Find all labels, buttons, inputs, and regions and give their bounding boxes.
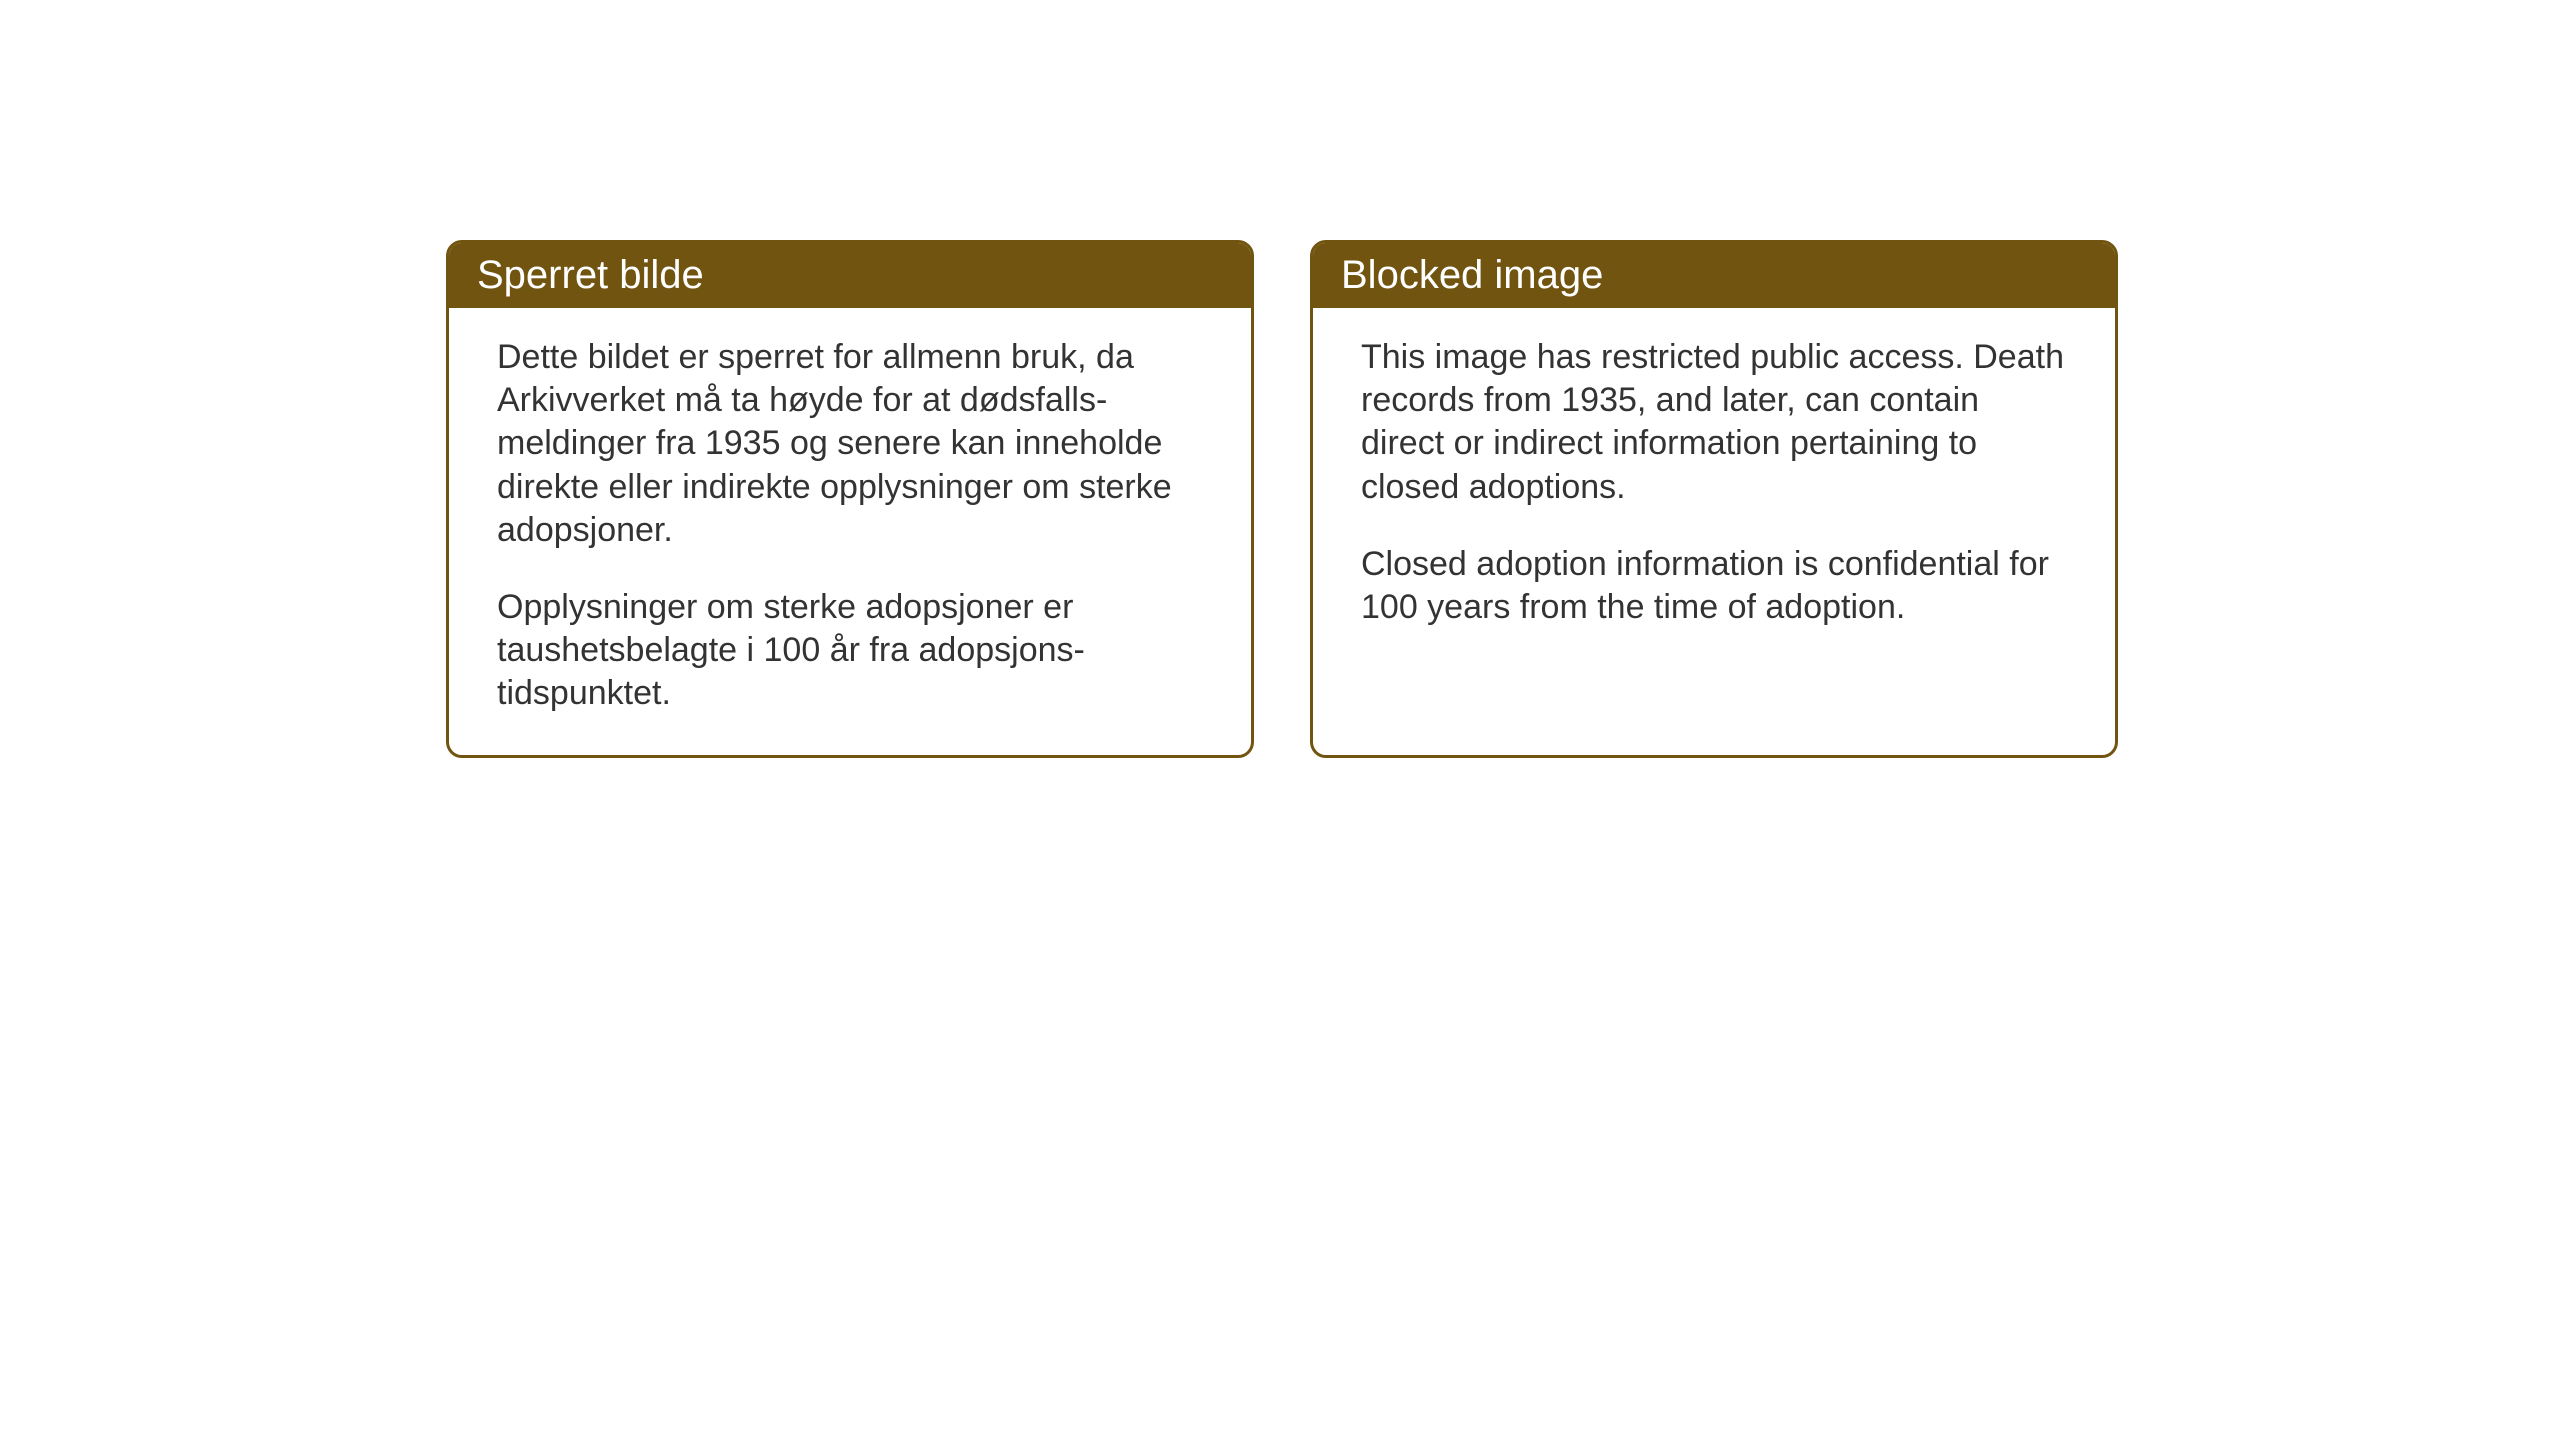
card-paragraph: Dette bildet er sperret for allmenn bruk… [497, 336, 1203, 552]
card-title: Sperret bilde [477, 253, 704, 297]
card-title: Blocked image [1341, 253, 1603, 297]
card-header-norwegian: Sperret bilde [449, 243, 1251, 308]
card-header-english: Blocked image [1313, 243, 2115, 308]
notice-card-norwegian: Sperret bilde Dette bildet er sperret fo… [446, 240, 1254, 758]
notice-card-english: Blocked image This image has restricted … [1310, 240, 2118, 758]
card-paragraph: This image has restricted public access.… [1361, 336, 2067, 509]
card-paragraph: Closed adoption information is confident… [1361, 543, 2067, 629]
card-paragraph: Opplysninger om sterke adopsjoner er tau… [497, 586, 1203, 716]
card-body-norwegian: Dette bildet er sperret for allmenn bruk… [449, 308, 1251, 755]
card-body-english: This image has restricted public access.… [1313, 308, 2115, 669]
notice-cards-container: Sperret bilde Dette bildet er sperret fo… [446, 240, 2118, 758]
